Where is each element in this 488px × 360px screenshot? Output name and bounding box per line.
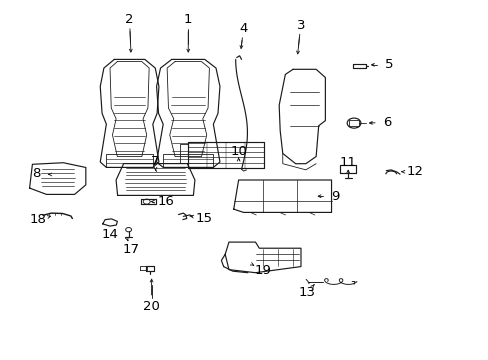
Text: 2: 2	[125, 13, 134, 26]
Text: 4: 4	[239, 22, 247, 35]
Text: 13: 13	[298, 286, 315, 299]
Text: 17: 17	[122, 243, 139, 256]
Text: 12: 12	[406, 165, 422, 178]
Text: 6: 6	[382, 116, 391, 129]
Text: 19: 19	[254, 264, 271, 277]
Text: 7: 7	[151, 155, 160, 168]
Text: 3: 3	[296, 19, 305, 32]
Text: 20: 20	[143, 300, 160, 313]
Text: 1: 1	[183, 13, 192, 26]
Text: 11: 11	[339, 156, 356, 169]
Text: 14: 14	[102, 228, 118, 240]
Text: 18: 18	[30, 213, 46, 226]
Text: 5: 5	[384, 58, 392, 71]
Text: 16: 16	[158, 195, 174, 208]
Text: 10: 10	[230, 145, 246, 158]
Text: 8: 8	[32, 167, 41, 180]
Text: 15: 15	[196, 212, 212, 225]
Text: 9: 9	[330, 190, 339, 203]
